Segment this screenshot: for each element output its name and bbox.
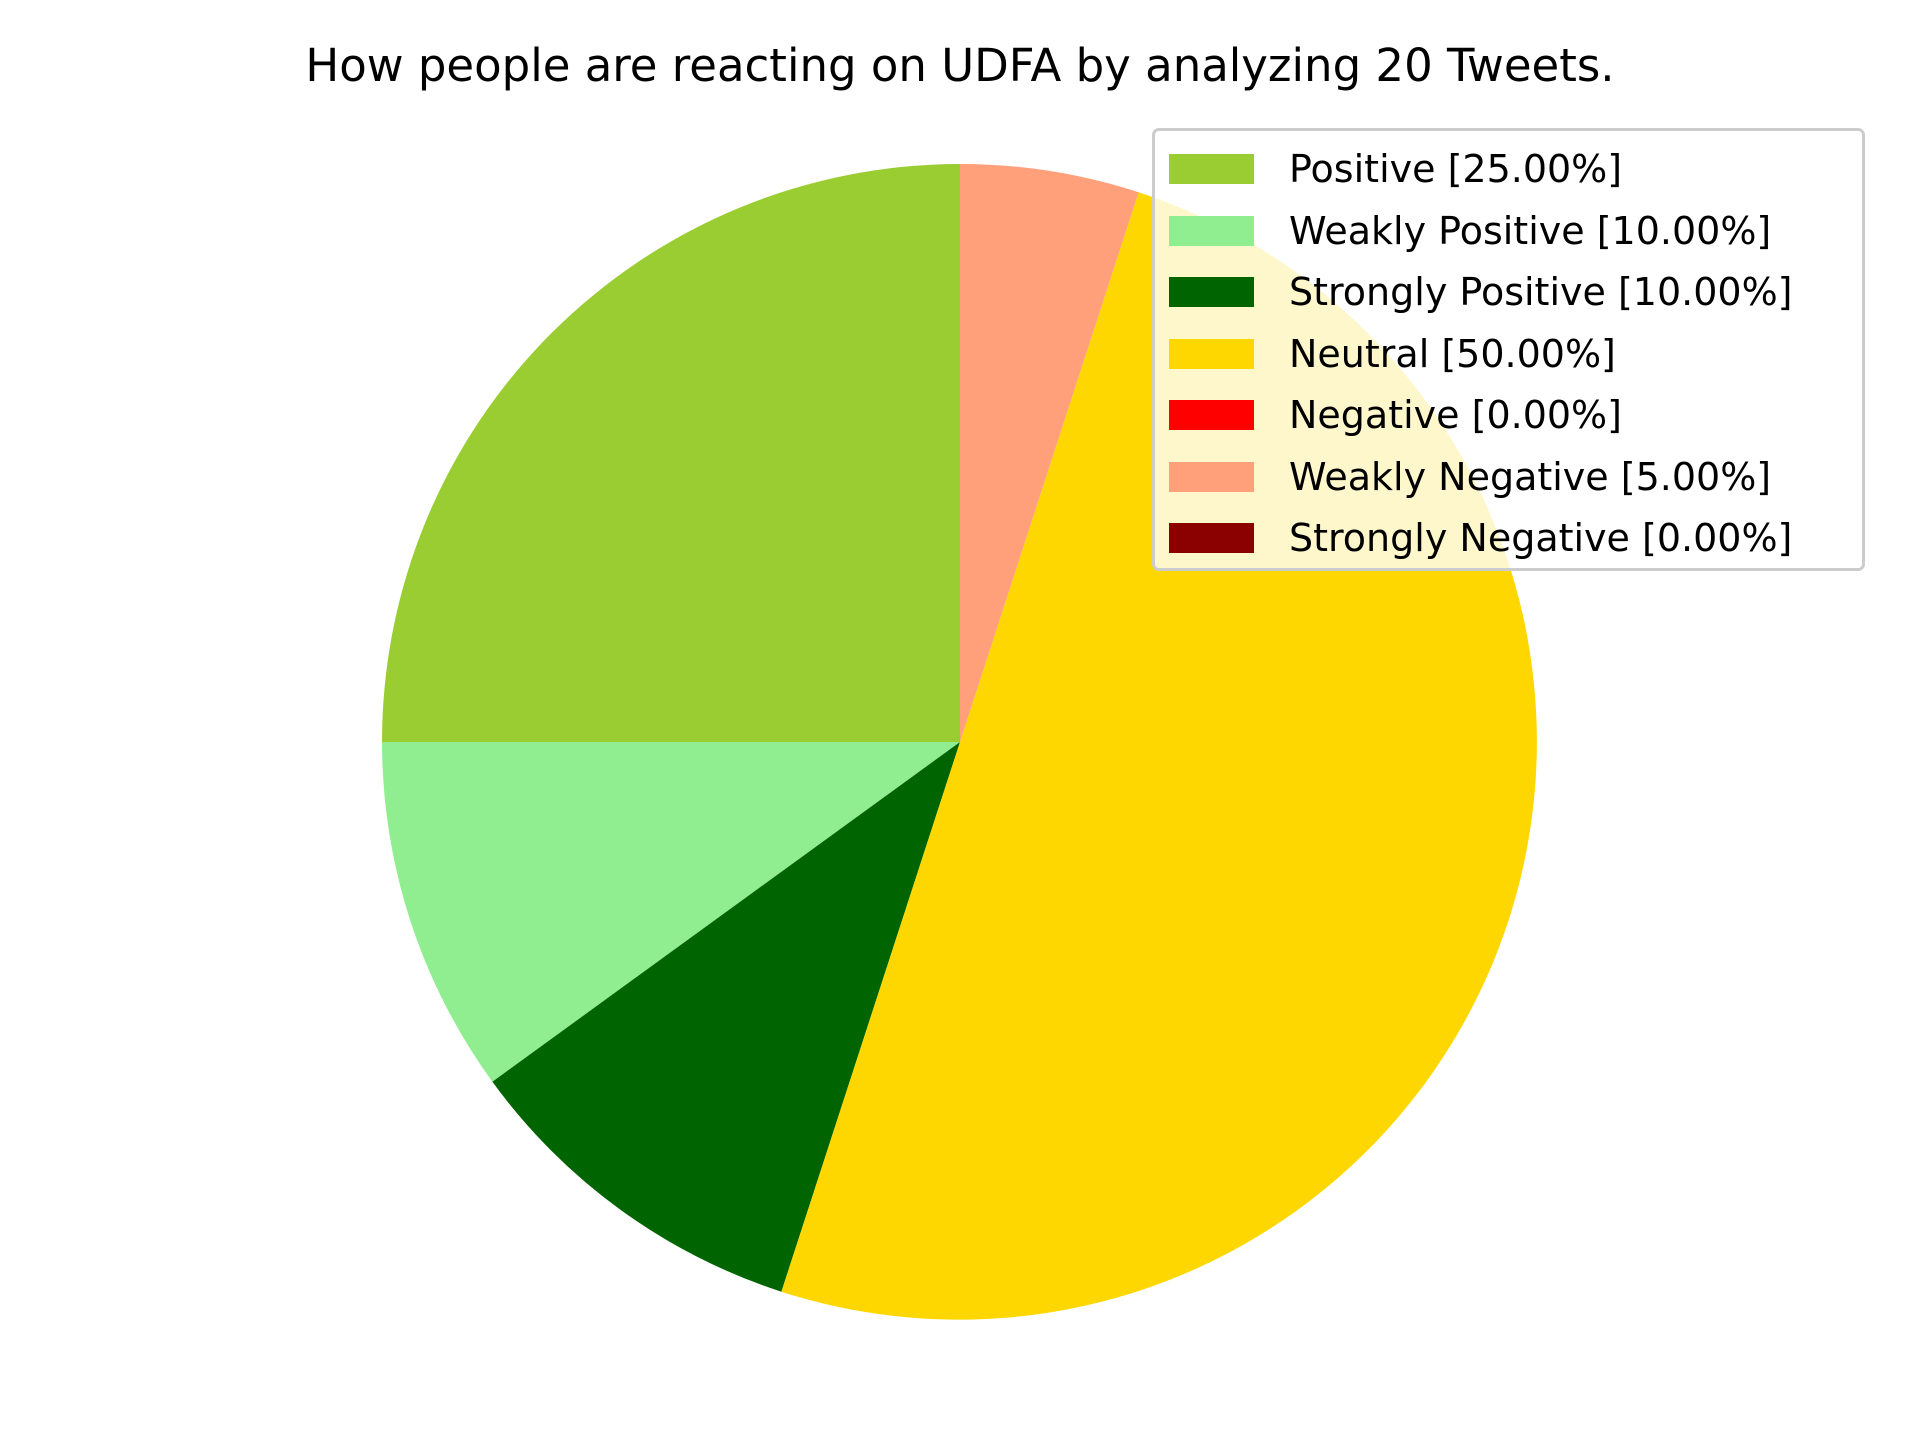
legend-swatch — [1169, 338, 1254, 369]
legend-label: Positive [25.00%] — [1289, 147, 1623, 191]
chart-title: How people are reacting on UDFA by analy… — [305, 39, 1615, 92]
legend-item: Strongly Positive [10.00%] — [1169, 267, 1793, 317]
legend-label: Strongly Positive [10.00%] — [1289, 270, 1793, 314]
pie-slice-0 — [382, 164, 960, 742]
legend-swatch — [1169, 277, 1254, 307]
legend-item: Weakly Positive [10.00%] — [1169, 206, 1771, 256]
legend-item: Strongly Negative [0.00%] — [1169, 513, 1792, 563]
legend-item: Positive [25.00%] — [1169, 144, 1622, 194]
pie-slice-1 — [382, 742, 960, 1082]
legend-swatch — [1169, 215, 1254, 246]
legend-label: Negative [0.00%] — [1289, 393, 1622, 437]
legend-swatch — [1169, 400, 1254, 430]
legend-item: Neutral [50.00%] — [1169, 329, 1616, 379]
pie-slice-2 — [492, 742, 960, 1292]
legend-item: Weakly Negative [5.00%] — [1169, 452, 1771, 502]
pie-slice-5 — [960, 164, 1139, 742]
legend-label: Weakly Negative [5.00%] — [1289, 454, 1772, 499]
legend-label: Neutral [50.00%] — [1289, 331, 1616, 376]
legend-swatch — [1169, 154, 1254, 184]
chart-legend: Positive [25.00%] Weakly Positive [10.00%… — [1152, 128, 1865, 571]
legend-label: Weakly Positive [10.00%] — [1289, 208, 1772, 253]
legend-swatch — [1169, 523, 1254, 553]
legend-item: Negative [0.00%] — [1169, 390, 1622, 440]
legend-label: Strongly Negative [0.00%] — [1289, 516, 1793, 560]
legend-swatch — [1169, 461, 1254, 492]
